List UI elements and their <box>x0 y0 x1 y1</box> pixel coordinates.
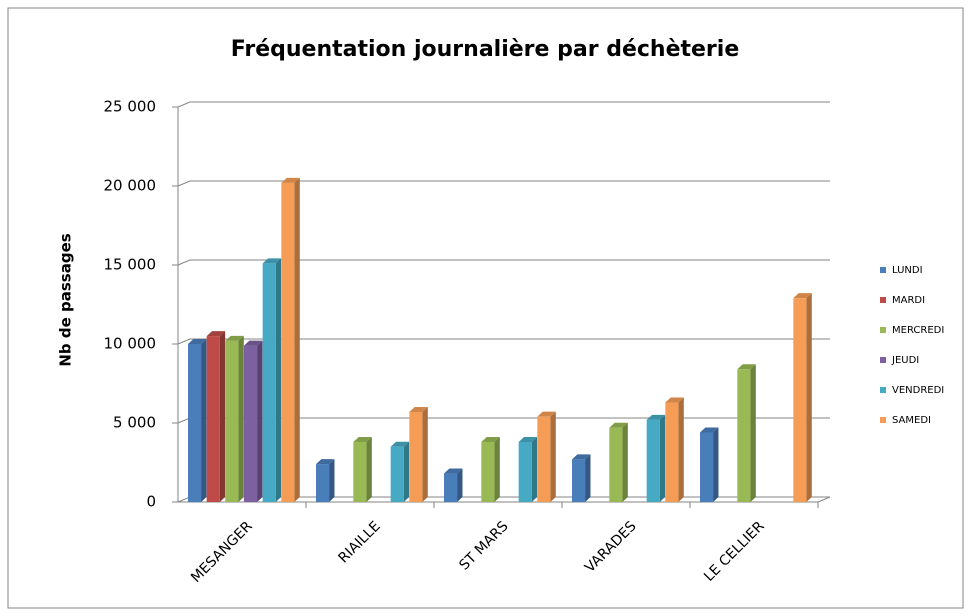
chart-title: Fréquentation journalière par déchèterie <box>231 37 740 62</box>
bar-side <box>403 441 410 502</box>
bar-top <box>390 441 410 447</box>
bar-side <box>750 364 756 502</box>
bar <box>206 336 220 502</box>
bar <box>316 464 330 502</box>
bar <box>537 416 551 502</box>
legend-label: LUNDI <box>892 265 923 276</box>
bar <box>281 182 295 502</box>
y-tick-label: 0 <box>146 493 156 511</box>
bar-side <box>713 427 719 502</box>
bar-side <box>678 397 684 502</box>
y-axis-title: Nb de passages <box>57 233 75 366</box>
bar-side <box>531 436 538 502</box>
bar <box>609 427 623 502</box>
bar-side <box>329 459 335 502</box>
bar <box>481 441 495 502</box>
bar-side <box>659 414 666 502</box>
bar <box>793 298 807 502</box>
bar-top <box>793 293 812 299</box>
bar-top <box>481 436 500 442</box>
bar-side <box>806 293 812 502</box>
bar-top <box>665 397 684 403</box>
bar <box>353 441 367 502</box>
legend-swatch <box>880 387 886 393</box>
floor-edge <box>817 496 831 503</box>
bar-top <box>537 411 556 417</box>
grid-line <box>177 101 830 108</box>
bar-top <box>281 177 300 183</box>
bar-side <box>422 406 428 502</box>
bar-top <box>572 454 591 460</box>
bar-top <box>225 335 244 341</box>
bar <box>737 369 751 502</box>
bar-side <box>585 454 591 502</box>
legend-label: JEUDI <box>891 355 919 366</box>
bar <box>444 473 458 502</box>
bar <box>572 459 586 502</box>
bar-side <box>294 177 300 502</box>
bar-side <box>201 339 207 502</box>
bar-side <box>457 468 463 502</box>
bar-top <box>646 414 666 420</box>
bar-top <box>244 340 263 346</box>
bar <box>665 402 679 502</box>
bar-top <box>409 406 428 412</box>
bar <box>409 411 423 502</box>
bar-top <box>206 331 226 337</box>
grid-line <box>177 180 830 187</box>
y-tick-label: 5 000 <box>113 414 156 432</box>
grid-line <box>177 259 830 266</box>
bar-top <box>609 422 628 428</box>
bar <box>188 344 202 502</box>
bar-top <box>444 468 463 474</box>
bar-side <box>219 331 226 502</box>
legend-swatch <box>880 327 886 333</box>
bar <box>225 340 239 502</box>
grid-line <box>177 338 830 345</box>
legend-label: MERCREDI <box>892 325 944 336</box>
y-tick-label: 25 000 <box>104 98 157 116</box>
bar <box>646 419 660 502</box>
legend-swatch <box>880 297 886 303</box>
bar-top <box>188 339 207 344</box>
bar-side <box>275 258 282 502</box>
bar-top <box>316 459 335 465</box>
bar-side <box>257 340 263 502</box>
bar-side <box>494 436 500 502</box>
bar-top <box>737 364 756 370</box>
bar-top <box>518 436 538 442</box>
legend-label: SAMEDI <box>892 415 931 426</box>
bar-top <box>700 427 719 433</box>
bar-side <box>366 436 372 502</box>
y-tick-label: 15 000 <box>104 256 157 274</box>
legend-swatch <box>880 267 886 273</box>
bar <box>244 345 258 502</box>
legend-label: MARDI <box>892 295 925 306</box>
y-tick-label: 20 000 <box>104 177 157 195</box>
legend-label: VENDREDI <box>892 385 944 396</box>
bar <box>262 263 276 502</box>
legend-swatch <box>880 417 886 423</box>
bar-side <box>550 411 556 502</box>
bar-side <box>622 422 628 502</box>
bar-top <box>262 258 282 264</box>
bar <box>390 446 404 502</box>
y-tick-label: 10 000 <box>104 335 157 353</box>
bar-side <box>238 335 244 502</box>
bar <box>700 432 714 502</box>
bar <box>518 441 532 502</box>
legend-swatch <box>880 357 886 363</box>
bar-top <box>353 436 372 442</box>
